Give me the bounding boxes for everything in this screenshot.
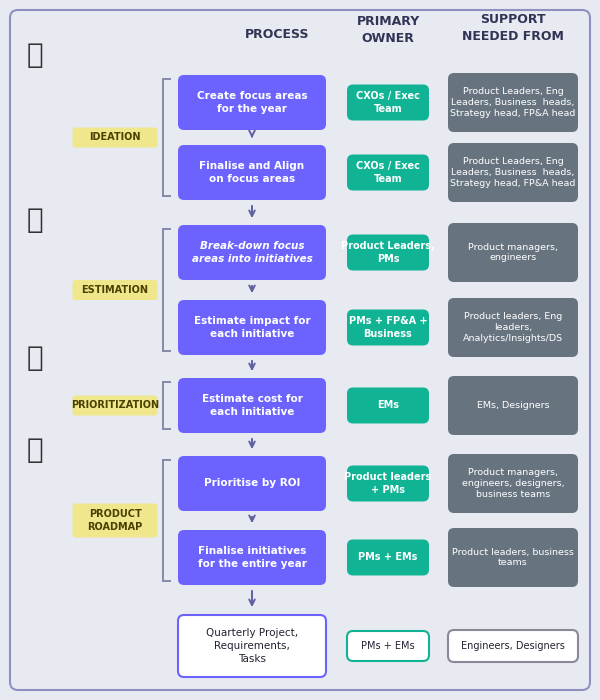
FancyBboxPatch shape [178, 456, 326, 511]
FancyBboxPatch shape [347, 85, 429, 120]
FancyBboxPatch shape [73, 280, 157, 300]
Text: Estimate cost for
each initiative: Estimate cost for each initiative [202, 394, 302, 417]
FancyBboxPatch shape [347, 466, 429, 501]
Text: CXOs / Exec
Team: CXOs / Exec Team [356, 91, 420, 113]
Text: 🎯: 🎯 [26, 344, 43, 372]
Text: PMs + EMs: PMs + EMs [361, 641, 415, 651]
FancyBboxPatch shape [178, 225, 326, 280]
FancyBboxPatch shape [448, 630, 578, 662]
Text: CXOs / Exec
Team: CXOs / Exec Team [356, 161, 420, 183]
FancyBboxPatch shape [448, 454, 578, 513]
Text: 💡: 💡 [26, 41, 43, 69]
Text: Create focus areas
for the year: Create focus areas for the year [197, 91, 307, 114]
Text: PRODUCT
ROADMAP: PRODUCT ROADMAP [88, 510, 143, 532]
FancyBboxPatch shape [178, 378, 326, 433]
Text: Product Leaders, Eng
Leaders, Business  heads,
Strategy head, FP&A head: Product Leaders, Eng Leaders, Business h… [451, 88, 575, 118]
Text: Product Leaders,
PMs: Product Leaders, PMs [341, 241, 435, 264]
Text: Product managers,
engineers, designers,
business teams: Product managers, engineers, designers, … [461, 468, 565, 498]
FancyBboxPatch shape [448, 298, 578, 357]
Text: PRIMARY
OWNER: PRIMARY OWNER [356, 15, 419, 45]
FancyBboxPatch shape [178, 530, 326, 585]
FancyBboxPatch shape [448, 223, 578, 282]
FancyBboxPatch shape [448, 376, 578, 435]
Text: PMs + FP&A +
Business: PMs + FP&A + Business [349, 316, 427, 339]
Text: Finalise initiatives
for the entire year: Finalise initiatives for the entire year [197, 546, 307, 569]
FancyBboxPatch shape [178, 300, 326, 355]
Text: Product leaders, Eng
leaders,
Analytics/Insights/DS: Product leaders, Eng leaders, Analytics/… [463, 312, 563, 343]
Text: IDEATION: IDEATION [89, 132, 141, 143]
Text: EMs, Designers: EMs, Designers [476, 401, 550, 410]
Text: PMs + EMs: PMs + EMs [358, 552, 418, 563]
Text: ESTIMATION: ESTIMATION [82, 285, 149, 295]
Text: Product managers,
engineers: Product managers, engineers [468, 243, 558, 262]
Text: EMs: EMs [377, 400, 399, 410]
Text: Finalise and Align
on focus areas: Finalise and Align on focus areas [199, 161, 305, 184]
Text: 🏛: 🏛 [26, 436, 43, 464]
FancyBboxPatch shape [448, 528, 578, 587]
FancyBboxPatch shape [347, 388, 429, 423]
Text: Product leaders
+ PMs: Product leaders + PMs [344, 473, 431, 495]
Text: Product leaders, business
teams: Product leaders, business teams [452, 547, 574, 568]
FancyBboxPatch shape [73, 503, 157, 538]
Text: Estimate impact for
each initiative: Estimate impact for each initiative [194, 316, 310, 339]
FancyBboxPatch shape [10, 10, 590, 690]
Text: Quarterly Project,
Requirements,
Tasks: Quarterly Project, Requirements, Tasks [206, 628, 298, 664]
Text: Product Leaders, Eng
Leaders, Business  heads,
Strategy head, FP&A head: Product Leaders, Eng Leaders, Business h… [451, 158, 575, 188]
FancyBboxPatch shape [347, 309, 429, 346]
Text: 🖩: 🖩 [26, 206, 43, 234]
Text: PRIORITIZATION: PRIORITIZATION [71, 400, 159, 410]
FancyBboxPatch shape [347, 631, 429, 661]
Text: Prioritise by ROI: Prioritise by ROI [204, 479, 300, 489]
FancyBboxPatch shape [178, 75, 326, 130]
FancyBboxPatch shape [347, 540, 429, 575]
FancyBboxPatch shape [448, 143, 578, 202]
Text: Break-down focus
areas into initiatives: Break-down focus areas into initiatives [191, 241, 313, 264]
FancyBboxPatch shape [73, 395, 157, 416]
FancyBboxPatch shape [347, 234, 429, 270]
FancyBboxPatch shape [347, 155, 429, 190]
FancyBboxPatch shape [178, 615, 326, 677]
FancyBboxPatch shape [73, 127, 157, 148]
FancyBboxPatch shape [448, 73, 578, 132]
FancyBboxPatch shape [178, 145, 326, 200]
Text: SUPPORT
NEEDED FROM: SUPPORT NEEDED FROM [462, 13, 564, 43]
Text: PROCESS: PROCESS [245, 29, 309, 41]
Text: Engineers, Designers: Engineers, Designers [461, 641, 565, 651]
